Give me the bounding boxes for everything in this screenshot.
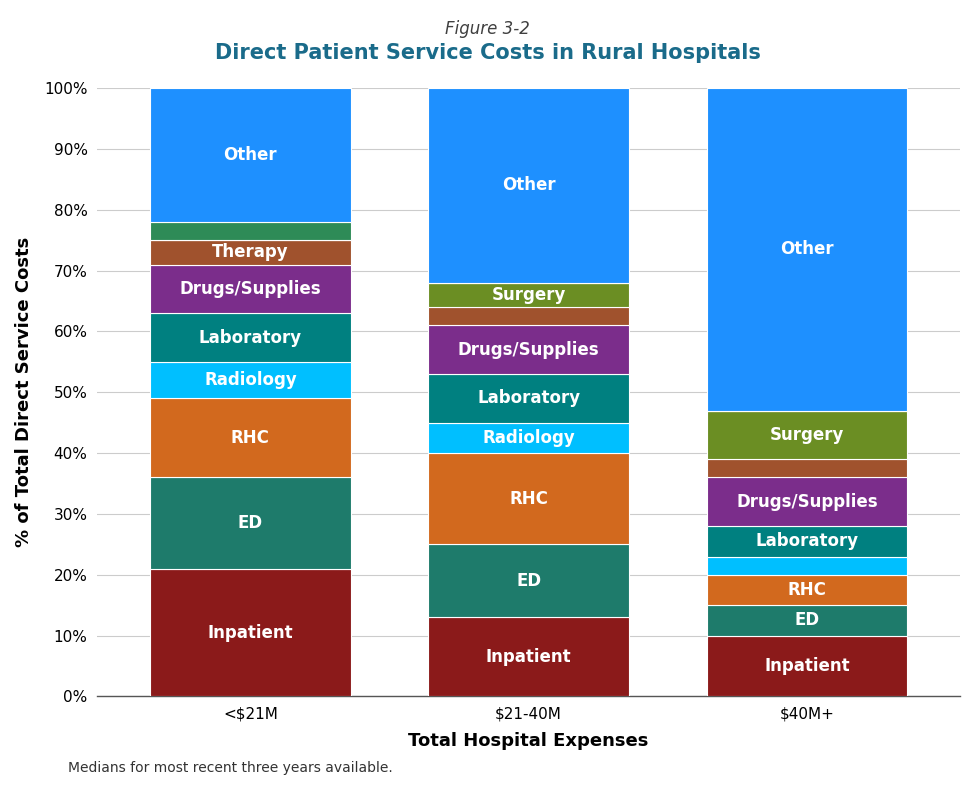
Text: Other: Other xyxy=(780,241,834,258)
Bar xyxy=(428,374,629,423)
Text: RHC: RHC xyxy=(788,581,827,599)
Text: Inpatient: Inpatient xyxy=(764,657,850,675)
Text: Medians for most recent three years available.: Medians for most recent three years avai… xyxy=(68,761,393,775)
Bar xyxy=(150,398,351,477)
Text: Drugs/Supplies: Drugs/Supplies xyxy=(458,341,600,359)
Bar xyxy=(428,88,629,282)
Bar xyxy=(707,526,907,556)
Text: Drugs/Supplies: Drugs/Supplies xyxy=(179,280,321,297)
Bar xyxy=(707,477,907,526)
Bar xyxy=(707,575,907,605)
Bar xyxy=(428,282,629,307)
Bar xyxy=(150,477,351,569)
Bar xyxy=(707,605,907,636)
Text: Therapy: Therapy xyxy=(213,243,289,261)
Bar xyxy=(150,362,351,398)
Text: Laboratory: Laboratory xyxy=(477,389,580,407)
Bar xyxy=(428,325,629,374)
Text: Surgery: Surgery xyxy=(769,426,844,444)
Text: Drugs/Supplies: Drugs/Supplies xyxy=(736,493,878,510)
Text: Laboratory: Laboratory xyxy=(199,328,302,346)
Bar xyxy=(707,88,907,410)
Text: Direct Patient Service Costs in Rural Hospitals: Direct Patient Service Costs in Rural Ho… xyxy=(214,43,760,63)
Bar xyxy=(150,313,351,362)
X-axis label: Total Hospital Expenses: Total Hospital Expenses xyxy=(409,732,648,750)
Text: Surgery: Surgery xyxy=(491,286,565,304)
Text: Inpatient: Inpatient xyxy=(208,623,293,641)
Bar xyxy=(707,410,907,459)
Text: Laboratory: Laboratory xyxy=(756,533,859,551)
Y-axis label: % of Total Direct Service Costs: % of Total Direct Service Costs xyxy=(15,237,33,548)
Bar xyxy=(707,556,907,575)
Text: Radiology: Radiology xyxy=(483,429,575,447)
Bar xyxy=(150,88,351,222)
Bar xyxy=(707,459,907,477)
Bar xyxy=(150,240,351,264)
Bar xyxy=(707,636,907,697)
Text: Radiology: Radiology xyxy=(204,371,296,389)
Bar xyxy=(150,569,351,697)
Bar xyxy=(428,453,629,544)
Text: Other: Other xyxy=(223,146,277,164)
Bar xyxy=(428,307,629,325)
Bar xyxy=(428,544,629,618)
Text: Inpatient: Inpatient xyxy=(486,648,571,666)
Bar xyxy=(428,423,629,453)
Bar xyxy=(150,222,351,240)
Bar xyxy=(150,264,351,313)
Text: Other: Other xyxy=(502,177,556,194)
Bar xyxy=(428,618,629,697)
Text: RHC: RHC xyxy=(509,490,548,508)
Text: ED: ED xyxy=(238,514,263,532)
Text: ED: ED xyxy=(795,611,820,630)
Text: Figure 3-2: Figure 3-2 xyxy=(445,20,530,38)
Text: ED: ED xyxy=(516,572,541,590)
Text: RHC: RHC xyxy=(231,429,270,447)
